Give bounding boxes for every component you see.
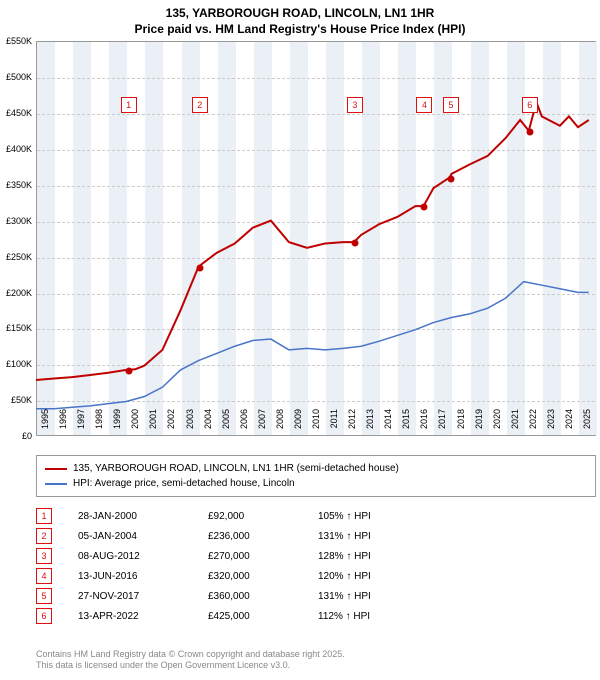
- chart-plot-area: 123456 £0£50K£100K£150K£200K£250K£300K£3…: [36, 41, 596, 436]
- legend-item: HPI: Average price, semi-detached house,…: [45, 476, 587, 491]
- sales-table: 1 28-JAN-2000£92,000105% ↑ HPI 2 05-JAN-200…: [36, 506, 596, 626]
- series-line: [36, 102, 589, 380]
- footnote-line-1: Contains HM Land Registry data © Crown c…: [36, 649, 345, 659]
- sale-marker: 1: [121, 97, 137, 113]
- y-tick-label: £300K: [6, 216, 32, 226]
- title-line-2: Price paid vs. HM Land Registry's House …: [135, 22, 466, 36]
- sale-vs-hpi: 112% ↑ HPI: [318, 611, 438, 622]
- sale-vs-hpi: 131% ↑ HPI: [318, 531, 438, 542]
- y-tick-label: £150K: [6, 323, 32, 333]
- sale-date: 13-JUN-2016: [78, 571, 208, 582]
- sale-marker: 5: [443, 97, 459, 113]
- legend-swatch: [45, 468, 67, 470]
- sales-row: 4 13-JUN-2016£320,000120% ↑ HPI: [36, 566, 596, 586]
- sale-marker: 6: [522, 97, 538, 113]
- sale-vs-hpi: 131% ↑ HPI: [318, 591, 438, 602]
- sale-index: 3: [36, 548, 52, 564]
- sale-price: £92,000: [208, 511, 318, 522]
- sale-dot: [447, 175, 454, 182]
- title-line-1: 135, YARBOROUGH ROAD, LINCOLN, LN1 1HR: [166, 6, 435, 20]
- y-tick-label: £200K: [6, 288, 32, 298]
- y-tick-label: £450K: [6, 108, 32, 118]
- sale-price: £320,000: [208, 571, 318, 582]
- legend-swatch: [45, 483, 67, 485]
- series-line: [36, 282, 589, 409]
- sale-price: £236,000: [208, 531, 318, 542]
- sales-row: 6 13-APR-2022£425,000112% ↑ HPI: [36, 606, 596, 626]
- y-tick-label: £400K: [6, 144, 32, 154]
- sale-price: £360,000: [208, 591, 318, 602]
- sale-date: 05-JAN-2004: [78, 531, 208, 542]
- sale-price: £270,000: [208, 551, 318, 562]
- y-tick-label: £250K: [6, 252, 32, 262]
- sale-index: 5: [36, 588, 52, 604]
- sale-dot: [421, 204, 428, 211]
- sale-dot: [196, 264, 203, 271]
- chart-title: 135, YARBOROUGH ROAD, LINCOLN, LN1 1HR P…: [0, 0, 600, 37]
- sale-index: 1: [36, 508, 52, 524]
- sale-dot: [526, 128, 533, 135]
- sale-date: 08-AUG-2012: [78, 551, 208, 562]
- sales-row: 1 28-JAN-2000£92,000105% ↑ HPI: [36, 506, 596, 526]
- legend-label: HPI: Average price, semi-detached house,…: [73, 476, 295, 491]
- sale-dot: [351, 240, 358, 247]
- chart-container: 135, YARBOROUGH ROAD, LINCOLN, LN1 1HR P…: [0, 0, 600, 680]
- y-tick-label: £350K: [6, 180, 32, 190]
- sale-vs-hpi: 128% ↑ HPI: [318, 551, 438, 562]
- sales-row: 2 05-JAN-2004£236,000131% ↑ HPI: [36, 526, 596, 546]
- y-axis: £0£50K£100K£150K£200K£250K£300K£350K£400…: [0, 41, 36, 436]
- sales-row: 5 27-NOV-2017£360,000131% ↑ HPI: [36, 586, 596, 606]
- sale-date: 28-JAN-2000: [78, 511, 208, 522]
- sale-index: 2: [36, 528, 52, 544]
- legend-label: 135, YARBOROUGH ROAD, LINCOLN, LN1 1HR (…: [73, 461, 399, 476]
- sale-marker: 3: [347, 97, 363, 113]
- sales-row: 3 08-AUG-2012£270,000128% ↑ HPI: [36, 546, 596, 566]
- y-tick-label: £550K: [6, 36, 32, 46]
- sale-dot: [125, 368, 132, 375]
- sale-vs-hpi: 120% ↑ HPI: [318, 571, 438, 582]
- sale-marker: 4: [416, 97, 432, 113]
- legend-item: 135, YARBOROUGH ROAD, LINCOLN, LN1 1HR (…: [45, 461, 587, 476]
- sale-vs-hpi: 105% ↑ HPI: [318, 511, 438, 522]
- y-tick-label: £100K: [6, 359, 32, 369]
- sale-date: 13-APR-2022: [78, 611, 208, 622]
- sale-marker: 2: [192, 97, 208, 113]
- sale-date: 27-NOV-2017: [78, 591, 208, 602]
- legend: 135, YARBOROUGH ROAD, LINCOLN, LN1 1HR (…: [36, 455, 596, 497]
- footnote-line-2: This data is licensed under the Open Gov…: [36, 660, 290, 670]
- sale-price: £425,000: [208, 611, 318, 622]
- footnote: Contains HM Land Registry data © Crown c…: [36, 649, 345, 672]
- y-tick-label: £0: [22, 431, 32, 441]
- sale-index: 6: [36, 608, 52, 624]
- y-tick-label: £50K: [11, 395, 32, 405]
- y-tick-label: £500K: [6, 72, 32, 82]
- sale-index: 4: [36, 568, 52, 584]
